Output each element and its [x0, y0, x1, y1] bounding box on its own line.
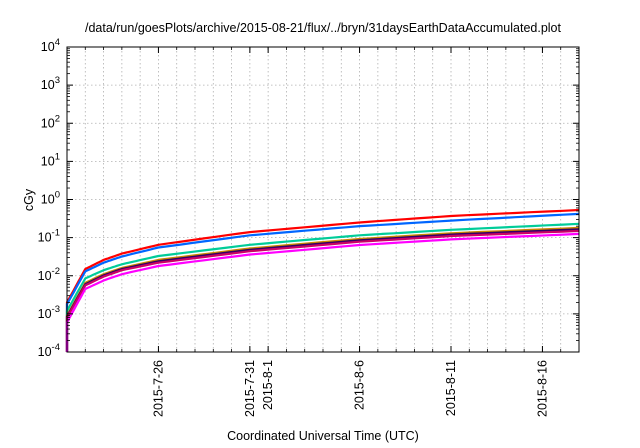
y-tick-label: 100 — [41, 190, 60, 207]
y-tick-label: 104 — [41, 37, 60, 54]
chart-title: /data/run/goesPlots/archive/2015-08-21/f… — [85, 21, 561, 35]
y-tick-label: 10-4 — [38, 342, 60, 359]
series-lines — [65, 208, 580, 352]
x-axis-ticks: 2015-7-26 2015-7-31 2015-8-1 2015-8-6 2015-8… — [84, 47, 562, 417]
x-tick-label: 2015-7-26 — [151, 360, 165, 417]
y-axis-label: cGy — [22, 188, 36, 211]
plot-frame — [66, 46, 580, 353]
series-line-6 — [65, 229, 580, 352]
y-tick-label: 101 — [41, 151, 60, 168]
series-line-1 — [65, 208, 580, 352]
series-line-4 — [65, 226, 580, 352]
series-line-2 — [65, 212, 580, 352]
y-tick-label: 10-3 — [38, 304, 60, 321]
x-axis-label: Coordinated Universal Time (UTC) — [227, 429, 419, 443]
y-axis-ticks: 10-4 10-3 10-2 10-1 100 101 102 103 104 — [38, 37, 579, 359]
x-tick-label: 2015-8-11 — [444, 360, 458, 416]
y-tick-label: 103 — [41, 75, 60, 92]
x-tick-label: 2015-8-1 — [261, 360, 275, 410]
x-tick-label: 2015-7-31 — [243, 360, 257, 417]
y-tick-label: 10-1 — [38, 228, 60, 245]
series-line-3 — [65, 222, 580, 352]
grid-lines — [67, 47, 579, 352]
x-tick-label: 2015-8-16 — [535, 360, 549, 417]
y-tick-label: 102 — [41, 113, 60, 130]
y-tick-label: 10-2 — [38, 266, 60, 283]
series-line-7 — [65, 232, 580, 352]
x-tick-label: 2015-8-6 — [353, 360, 367, 410]
